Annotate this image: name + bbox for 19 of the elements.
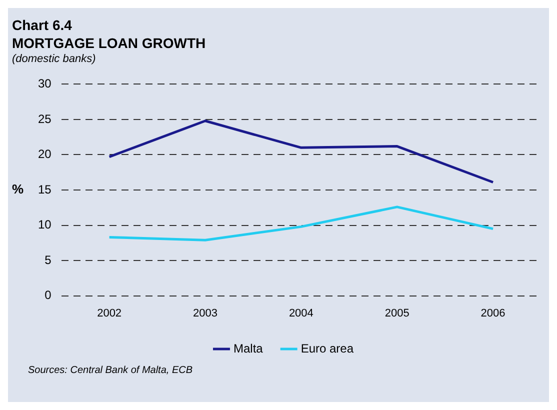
y-tick-label: 5 bbox=[44, 252, 52, 267]
legend-label: Euro area bbox=[300, 341, 354, 356]
chart-title: Chart 6.4 bbox=[12, 16, 73, 34]
chart-subtitle: MORTGAGE LOAN GROWTH bbox=[12, 34, 207, 52]
y-tick-label: 15 bbox=[38, 182, 52, 196]
y-tick-label: 0 bbox=[44, 288, 52, 302]
y-tick-label: 25 bbox=[38, 112, 52, 126]
legend-label: Malta bbox=[233, 341, 264, 356]
y-tick-label: 30 bbox=[38, 76, 52, 91]
x-tick-label: 2006 bbox=[480, 307, 506, 320]
y-axis-title: % bbox=[12, 182, 24, 197]
text: (domestic banks) bbox=[12, 52, 97, 67]
x-tick-label: 2005 bbox=[384, 307, 410, 320]
x-tick-label: 2002 bbox=[97, 307, 122, 320]
x-tick-label: 2004 bbox=[288, 307, 314, 320]
source-note: Sources: Central Bank of Malta, ECB bbox=[27, 365, 194, 376]
y-tick-label: 20 bbox=[38, 147, 52, 162]
y-tick-label: 10 bbox=[38, 218, 52, 232]
x-tick-label: 2003 bbox=[193, 307, 218, 320]
